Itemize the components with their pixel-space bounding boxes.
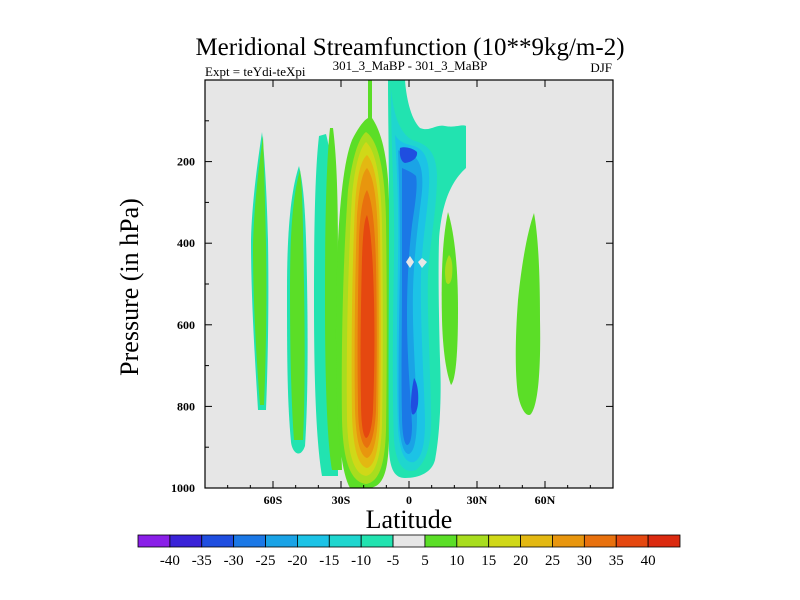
colorbar-label: 20 [513, 553, 528, 569]
colorbar-swatch [552, 534, 585, 548]
colorbar-swatch [360, 534, 394, 548]
contour-region-minus30-lower-min [410, 378, 419, 415]
colorbar-label: 35 [609, 553, 624, 569]
y-tick-label: 1000 [171, 481, 195, 495]
x-axis-ticks: 60S 30S 0 30N 60N [227, 80, 591, 507]
colorbar-swatch [297, 534, 330, 548]
colorbar-swatch [647, 534, 681, 548]
case-label: 301_3_MaBP - 301_3_MaBP [333, 58, 488, 73]
colorbar-swatch [615, 534, 649, 548]
colorbar-swatch [392, 534, 426, 548]
colorbar-label: -15 [319, 553, 339, 569]
colorbar-label: -20 [287, 553, 307, 569]
colorbar-label: -5 [387, 553, 400, 569]
colorbar-swatch [137, 534, 171, 548]
season-label: DJF [590, 60, 612, 75]
y-tick-label: 800 [177, 399, 195, 413]
contour-fills [251, 80, 541, 488]
contour-region-minus30-upper [399, 147, 418, 163]
x-tick-label: 30N [467, 493, 488, 507]
y-tick-label: 600 [177, 318, 195, 332]
y-tick-label: 200 [177, 155, 195, 169]
colorbar-label: -40 [160, 553, 180, 569]
colorbar-label: -25 [256, 553, 276, 569]
colorbar: -40 -35 -30 -25 -20 -15 -10 -5 5 10 15 20 25 30 35 40 [137, 534, 681, 569]
colorbar-label: -30 [224, 553, 244, 569]
contour-region-plus5-far-right [515, 213, 541, 416]
colorbar-swatch [169, 534, 203, 548]
colorbar-swatch [520, 534, 553, 548]
contour-region-zero-gap-left [406, 256, 414, 268]
colorbar-swatch [328, 534, 362, 548]
colorbar-swatch [456, 534, 490, 548]
colorbar-label: 10 [449, 553, 464, 569]
x-tick-label: 0 [406, 493, 412, 507]
colorbar-label: 40 [641, 553, 656, 569]
contour-region-plus5-far-left [253, 136, 267, 405]
colorbar-swatch [424, 534, 458, 548]
colorbar-swatch [233, 534, 266, 548]
contour-region-minus25 [401, 168, 417, 445]
x-axis-label: Latitude [366, 505, 453, 534]
y-tick-label: 400 [177, 236, 195, 250]
colorbar-label: 5 [421, 553, 429, 569]
colorbar-swatch [488, 534, 521, 548]
contour-region-plus35-max [360, 215, 375, 438]
y-axis-label: Pressure (in hPa) [115, 198, 144, 376]
y-axis-ticks: 200 400 600 800 1000 [171, 120, 613, 495]
chart-title: Meridional Streamfunction (10**9kg/m-2) [195, 34, 624, 61]
colorbar-swatch [583, 534, 617, 548]
contour-region-zero-gap-right [418, 258, 427, 268]
x-tick-label: 30S [332, 493, 351, 507]
colorbar-label: 30 [577, 553, 592, 569]
x-tick-label: 60N [535, 493, 556, 507]
colorbar-label: 15 [481, 553, 496, 569]
colorbar-label: 25 [545, 553, 560, 569]
colorbar-swatch [201, 534, 235, 548]
colorbar-label: -35 [192, 553, 212, 569]
colorbar-label: -10 [351, 553, 371, 569]
contour-region-plus10-right [445, 255, 453, 284]
contour-region-plus5-mid-left [290, 170, 305, 440]
x-tick-label: 60S [264, 493, 283, 507]
colorbar-swatch [265, 534, 298, 548]
experiment-label: Expt = teYdi-teXpi [205, 64, 306, 79]
contour-region-plus5-right [441, 212, 458, 385]
